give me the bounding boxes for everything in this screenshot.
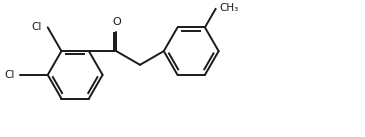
Text: Cl: Cl <box>31 22 42 32</box>
Text: CH₃: CH₃ <box>220 3 239 13</box>
Text: Cl: Cl <box>4 70 15 80</box>
Text: O: O <box>112 17 121 27</box>
